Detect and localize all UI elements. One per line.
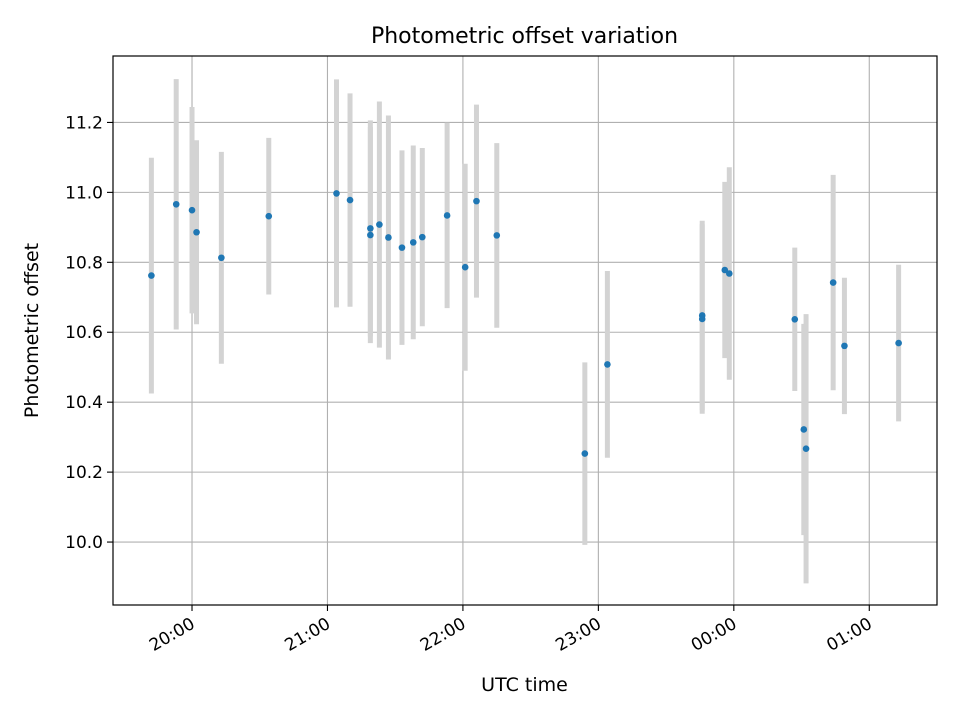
data-point [461, 263, 469, 271]
x-axis-label: UTC time [481, 674, 568, 696]
data-point [895, 339, 902, 347]
data-point [721, 266, 729, 274]
data-point [193, 228, 200, 236]
data-point [172, 200, 180, 208]
data-point [726, 270, 733, 277]
y-tick-label: 10.2 [65, 463, 103, 483]
data-point [367, 225, 374, 232]
data-point [473, 197, 480, 205]
plot-area-frame [112, 55, 938, 606]
data-point [188, 206, 196, 214]
point-layer [148, 190, 902, 457]
y-tick-label: 11.0 [65, 183, 103, 203]
data-point [346, 196, 354, 204]
data-point [698, 315, 706, 323]
data-point [604, 361, 611, 368]
y-tick-label: 10.6 [65, 323, 103, 343]
data-point [333, 190, 340, 197]
data-point [802, 445, 810, 452]
data-point [418, 233, 426, 241]
data-point [218, 254, 225, 262]
data-point [493, 232, 501, 239]
data-point [791, 316, 799, 323]
y-tick-label: 10.8 [65, 253, 103, 273]
data-point [398, 244, 406, 251]
data-point [829, 279, 837, 286]
data-point [409, 239, 417, 246]
y-axis-ticks: 10.0 10.2 10.4 10.6 10.8 11.0 11.2 [65, 113, 113, 553]
data-point [265, 212, 273, 220]
y-tick-label: 10.4 [65, 393, 103, 413]
grid-layer [113, 56, 937, 605]
data-point [443, 212, 451, 219]
y-axis-label: Photometric offset [21, 243, 43, 418]
data-point [841, 342, 848, 350]
chart-title: Photometric offset variation [371, 24, 678, 49]
data-point [148, 272, 155, 279]
y-tick-label: 11.2 [65, 113, 103, 133]
data-point [367, 231, 374, 239]
data-point [800, 426, 808, 433]
data-point [376, 221, 383, 228]
data-point [581, 450, 589, 457]
y-tick-label: 10.0 [65, 533, 103, 553]
data-point [385, 234, 392, 241]
